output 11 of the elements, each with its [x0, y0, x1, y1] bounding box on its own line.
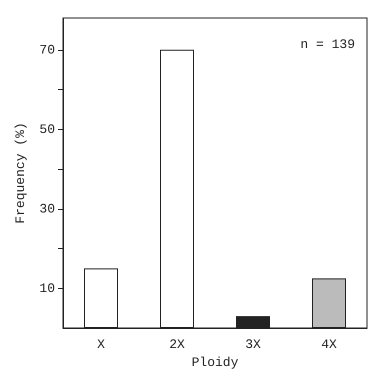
x-axis-title: Ploidy	[192, 354, 239, 370]
x-tick-label: 4X	[321, 337, 337, 352]
y-axis-title: Frequency (%)	[13, 122, 28, 224]
y-tick-label: 50	[39, 122, 55, 137]
y-tick-label: 10	[39, 280, 55, 296]
x-tick-label: 3X	[245, 337, 261, 352]
annotation: n = 139	[300, 37, 355, 52]
y-tick-label: 70	[39, 42, 55, 58]
x-tick-label: 2X	[169, 337, 185, 352]
x-tick-label: X	[97, 337, 106, 352]
y-tick-label: 30	[39, 201, 55, 216]
